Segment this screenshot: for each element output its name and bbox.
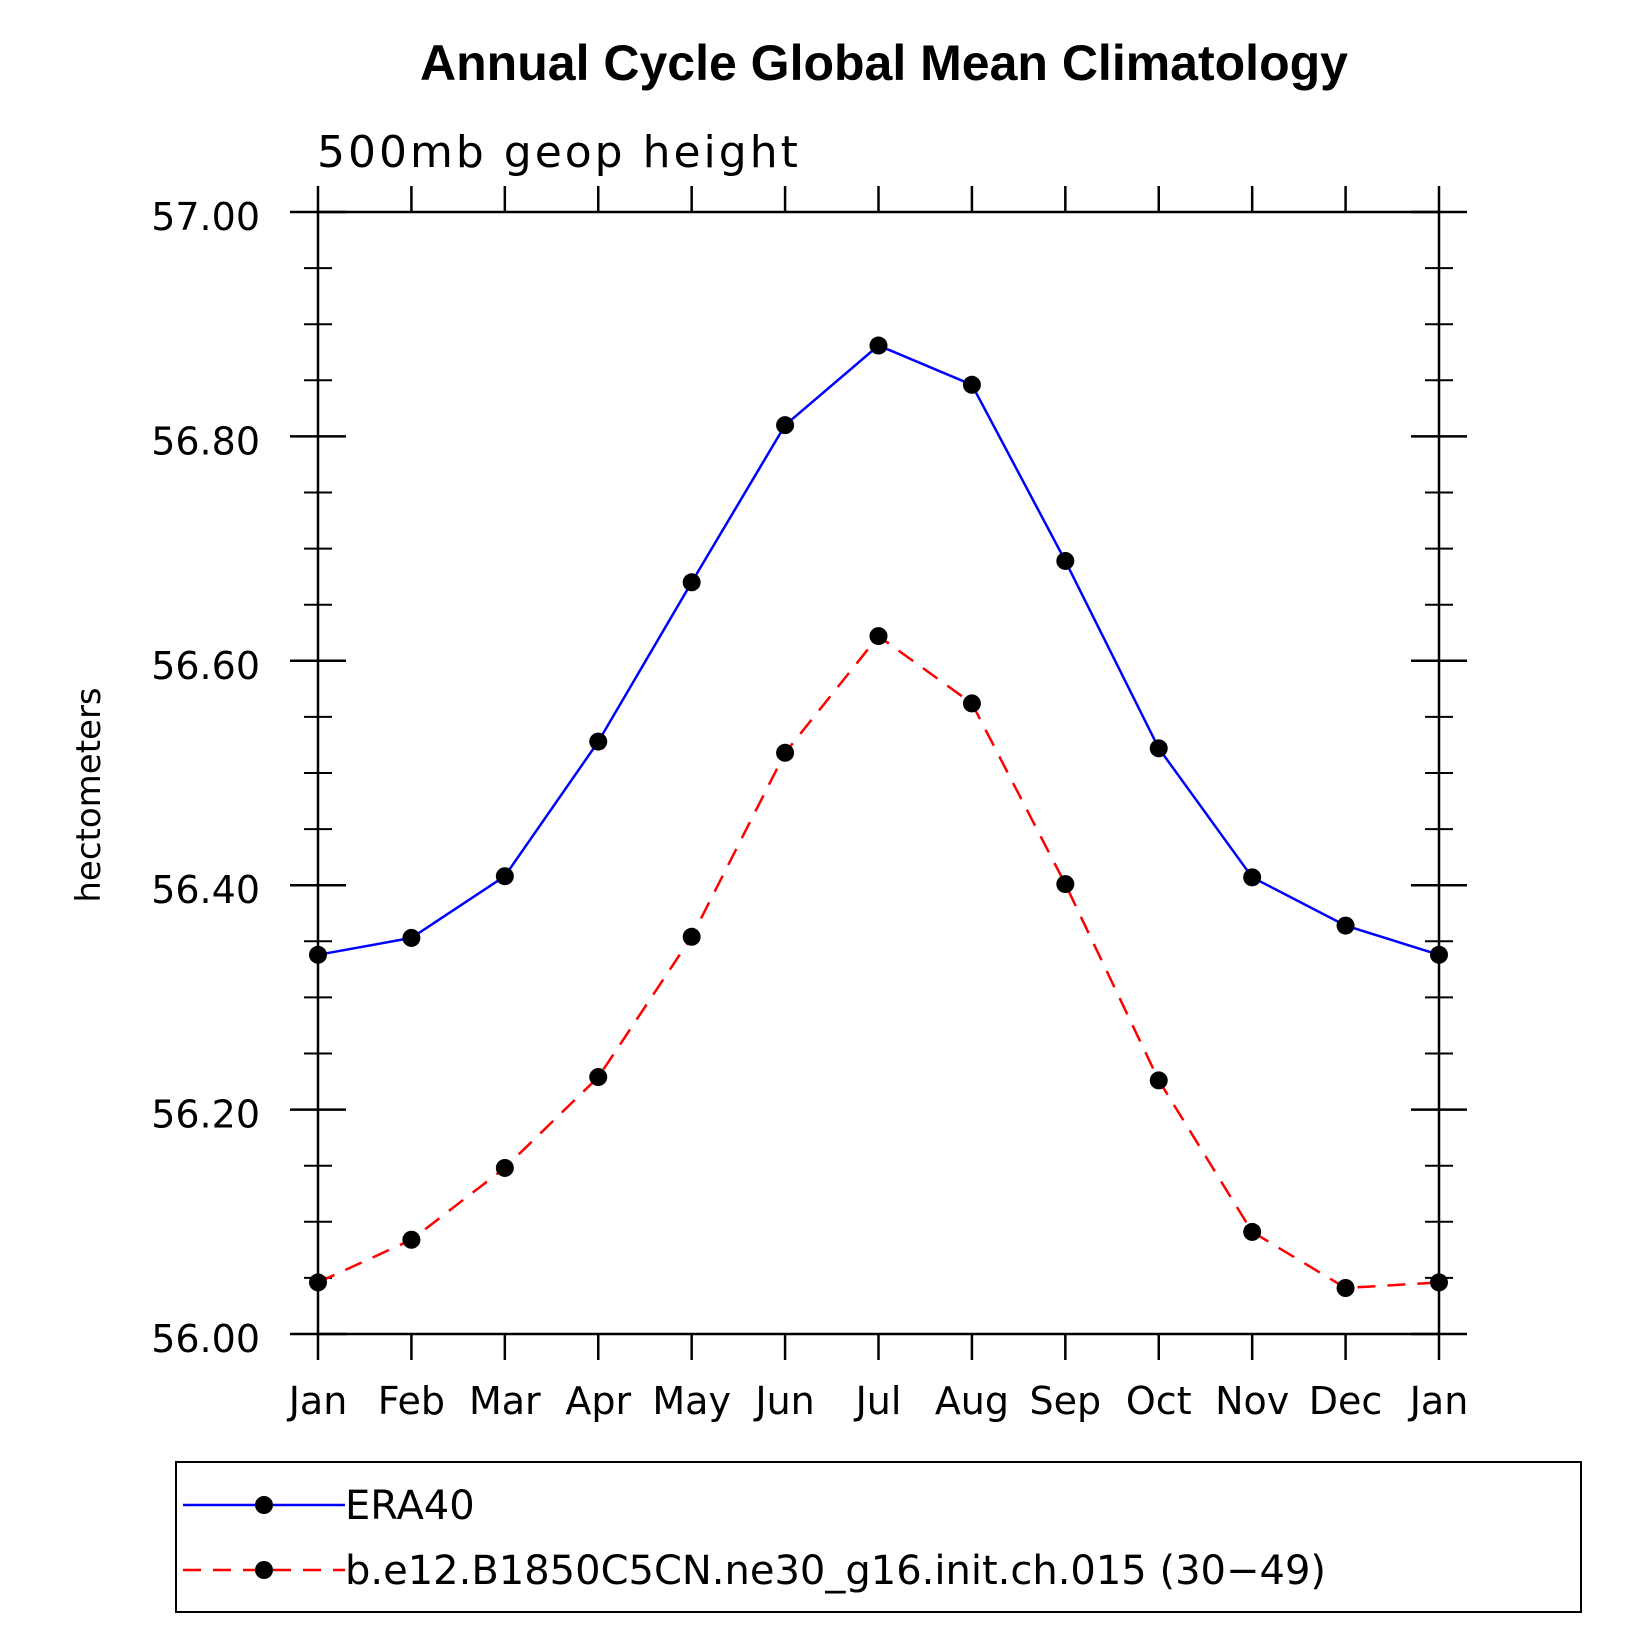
chart-title: Annual Cycle Global Mean Climatology bbox=[420, 35, 1348, 91]
data-point-series-0 bbox=[589, 732, 608, 751]
y-tick-label: 56.60 bbox=[151, 644, 260, 688]
y-tick-label: 56.00 bbox=[151, 1317, 260, 1361]
x-tick-label: Mar bbox=[469, 1379, 541, 1423]
x-tick-label: Aug bbox=[935, 1379, 1009, 1423]
series-line-0 bbox=[317, 344, 1440, 957]
data-point-series-1 bbox=[1243, 1222, 1262, 1241]
data-point-series-1 bbox=[402, 1230, 421, 1249]
y-tick-label: 57.00 bbox=[151, 195, 260, 239]
x-tick-label: Dec bbox=[1309, 1379, 1383, 1423]
data-point-series-1 bbox=[1056, 875, 1075, 894]
data-point-series-1 bbox=[1430, 1273, 1448, 1292]
data-point-series-1 bbox=[682, 927, 701, 946]
x-tick-label: Nov bbox=[1215, 1379, 1289, 1423]
data-point-series-0 bbox=[1149, 739, 1168, 758]
y-axis-label: hectometers bbox=[69, 687, 109, 902]
x-tick-label: Jan bbox=[287, 1379, 348, 1423]
chart-subtitle: 500mb geop height bbox=[317, 127, 801, 178]
data-point-series-1 bbox=[1149, 1071, 1168, 1090]
x-tick-label: Feb bbox=[378, 1379, 445, 1423]
y-tick-labels: 56.00 56.20 56.40 56.60 56.80 57.00 bbox=[151, 195, 260, 1361]
data-point-series-0 bbox=[1056, 551, 1075, 570]
x-tick-label: Jul bbox=[854, 1379, 902, 1423]
data-point-series-0 bbox=[495, 867, 514, 886]
x-tick-label: Oct bbox=[1126, 1379, 1192, 1423]
x-tick-label: Jan bbox=[1408, 1379, 1469, 1423]
data-point-series-1 bbox=[962, 694, 981, 713]
data-point-series-0 bbox=[869, 336, 888, 355]
x-tick-label: Jun bbox=[753, 1379, 814, 1423]
axis-ticks bbox=[290, 186, 1467, 1360]
data-point-series-0 bbox=[962, 375, 981, 394]
y-tick-label: 56.40 bbox=[151, 868, 260, 912]
legend-box bbox=[175, 1461, 1582, 1613]
data-point-series-1 bbox=[1336, 1278, 1355, 1297]
legend-label-model: b.e12.B1850C5CN.ne30_g16.init.ch.015 (30… bbox=[345, 1548, 1326, 1594]
x-tick-label: Sep bbox=[1030, 1379, 1102, 1423]
legend-label-era40: ERA40 bbox=[345, 1483, 475, 1529]
x-tick-labels: Jan Feb Mar Apr May Jun Jul Aug Sep Oct Nov Dec Jan bbox=[287, 1379, 1469, 1423]
x-tick-label: Apr bbox=[565, 1379, 631, 1423]
data-point-series-1 bbox=[309, 1273, 327, 1292]
series-line-1 bbox=[317, 634, 1440, 1290]
data-point-series-0 bbox=[402, 928, 421, 947]
data-point-series-0 bbox=[309, 945, 327, 964]
legend-marker-model bbox=[255, 1561, 273, 1579]
data-point-series-0 bbox=[682, 573, 701, 592]
legend-marker-era40 bbox=[255, 1496, 273, 1514]
data-point-series-1 bbox=[589, 1068, 608, 1087]
data-point-series-1 bbox=[869, 627, 888, 646]
data-point-series-0 bbox=[1336, 916, 1355, 935]
data-point-series-0 bbox=[1430, 945, 1448, 964]
x-tick-label: May bbox=[652, 1379, 731, 1423]
data-point-series-1 bbox=[495, 1158, 514, 1177]
y-tick-label: 56.20 bbox=[151, 1093, 260, 1137]
legend: ERA40 b.e12.B1850C5CN.ne30_g16.init.ch.0… bbox=[175, 1461, 1582, 1613]
series-layer bbox=[309, 336, 1448, 1297]
data-point-series-0 bbox=[776, 416, 795, 435]
data-point-series-1 bbox=[776, 743, 795, 762]
data-point-series-0 bbox=[1243, 868, 1262, 887]
y-tick-label: 56.80 bbox=[151, 419, 260, 463]
plot-frame bbox=[316, 210, 1441, 1336]
